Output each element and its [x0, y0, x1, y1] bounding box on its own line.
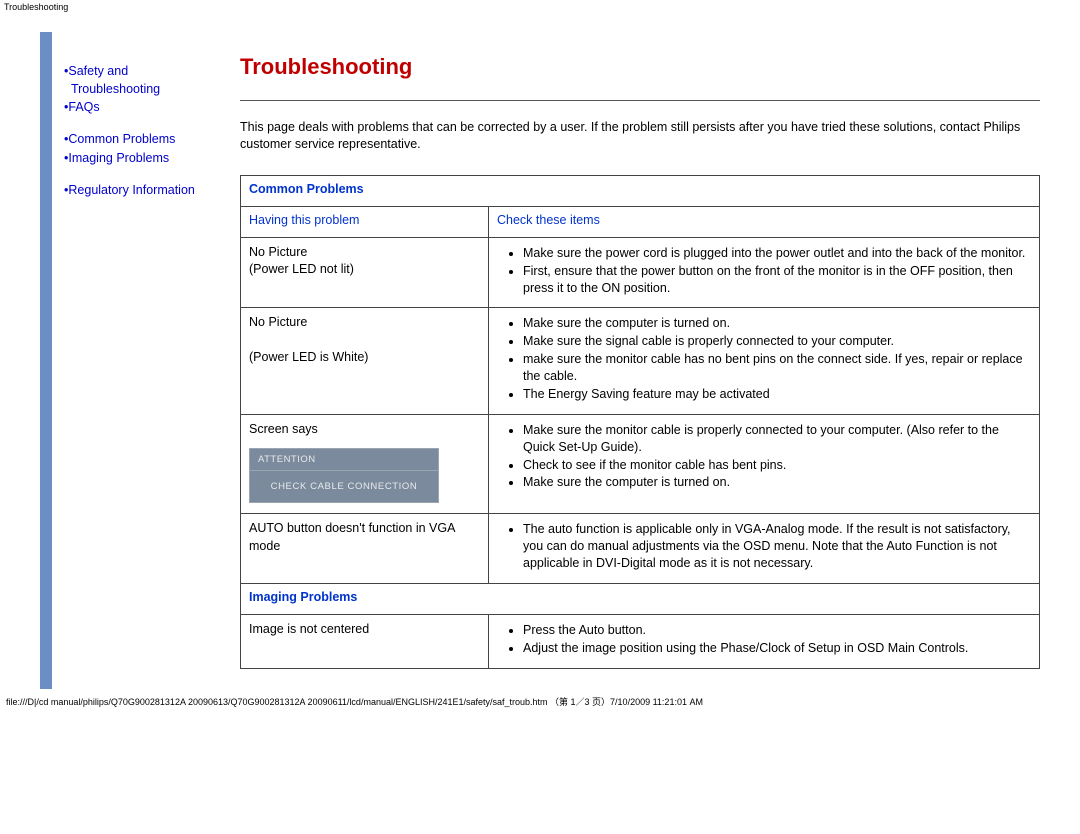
column-header-right: Check these items	[489, 206, 1040, 237]
intro-paragraph: This page deals with problems that can b…	[240, 119, 1040, 153]
problem-cell: No Picture(Power LED not lit)	[241, 237, 489, 308]
page-outer: •Safety and Troubleshooting•FAQs •Common …	[0, 14, 1080, 689]
problem-cell: No Picture (Power LED is White)	[241, 308, 489, 414]
check-list: The auto function is applicable only in …	[497, 521, 1031, 572]
troubleshooting-table: Common ProblemsHaving this problemCheck …	[240, 175, 1040, 669]
check-list: Make sure the monitor cable is properly …	[497, 422, 1031, 492]
attention-message: CHECK CABLE CONNECTION	[250, 471, 438, 502]
check-item: Check to see if the monitor cable has be…	[523, 457, 1031, 474]
sidebar-item[interactable]: •Imaging Problems	[64, 149, 228, 167]
page-title: Troubleshooting	[240, 54, 1040, 80]
check-item: Make sure the computer is turned on.	[523, 474, 1031, 491]
check-item: The Energy Saving feature may be activat…	[523, 386, 1031, 403]
check-item: The auto function is applicable only in …	[523, 521, 1031, 572]
check-item: First, ensure that the power button on t…	[523, 263, 1031, 297]
check-item: Make sure the power cord is plugged into…	[523, 245, 1031, 262]
sidebar-item[interactable]: •Regulatory Information	[64, 181, 228, 199]
check-item: Make sure the computer is turned on.	[523, 315, 1031, 332]
sidebar-item[interactable]: •Safety and Troubleshooting	[64, 62, 228, 98]
problem-cell: Screen saysATTENTIONCHECK CABLE CONNECTI…	[241, 414, 489, 514]
sidebar-item[interactable]: •FAQs	[64, 98, 228, 116]
section-header: Common Problems	[241, 175, 1040, 206]
browser-tab-label: Troubleshooting	[0, 0, 1080, 14]
attention-box: ATTENTIONCHECK CABLE CONNECTION	[249, 448, 439, 503]
main-content: Troubleshooting This page deals with pro…	[236, 32, 1050, 689]
check-item: Make sure the monitor cable is properly …	[523, 422, 1031, 456]
check-item: Make sure the signal cable is properly c…	[523, 333, 1031, 350]
check-item: Press the Auto button.	[523, 622, 1031, 639]
solution-cell: Make sure the power cord is plugged into…	[489, 237, 1040, 308]
check-list: Make sure the computer is turned on.Make…	[497, 315, 1031, 402]
sidebar-nav: •Safety and Troubleshooting•FAQs •Common …	[52, 32, 236, 689]
solution-cell: The auto function is applicable only in …	[489, 514, 1040, 584]
check-item: make sure the monitor cable has no bent …	[523, 351, 1031, 385]
page-layout: •Safety and Troubleshooting•FAQs •Common …	[40, 32, 1050, 689]
check-list: Make sure the power cord is plugged into…	[497, 245, 1031, 297]
sidebar-item[interactable]: •Common Problems	[64, 130, 228, 148]
check-list: Press the Auto button.Adjust the image p…	[497, 622, 1031, 657]
check-item: Adjust the image position using the Phas…	[523, 640, 1031, 657]
attention-header: ATTENTION	[250, 449, 438, 471]
problem-cell: Image is not centered	[241, 614, 489, 668]
section-header: Imaging Problems	[241, 583, 1040, 614]
sidebar-spacer	[64, 167, 228, 181]
footer-file-path: file:///D|/cd manual/philips/Q70G9002813…	[0, 689, 1080, 712]
problem-cell: AUTO button doesn't function in VGA mode	[241, 514, 489, 584]
sidebar-spacer	[64, 116, 228, 130]
solution-cell: Make sure the monitor cable is properly …	[489, 414, 1040, 514]
title-divider	[240, 100, 1040, 101]
solution-cell: Make sure the computer is turned on.Make…	[489, 308, 1040, 414]
solution-cell: Press the Auto button.Adjust the image p…	[489, 614, 1040, 668]
column-header-left: Having this problem	[241, 206, 489, 237]
